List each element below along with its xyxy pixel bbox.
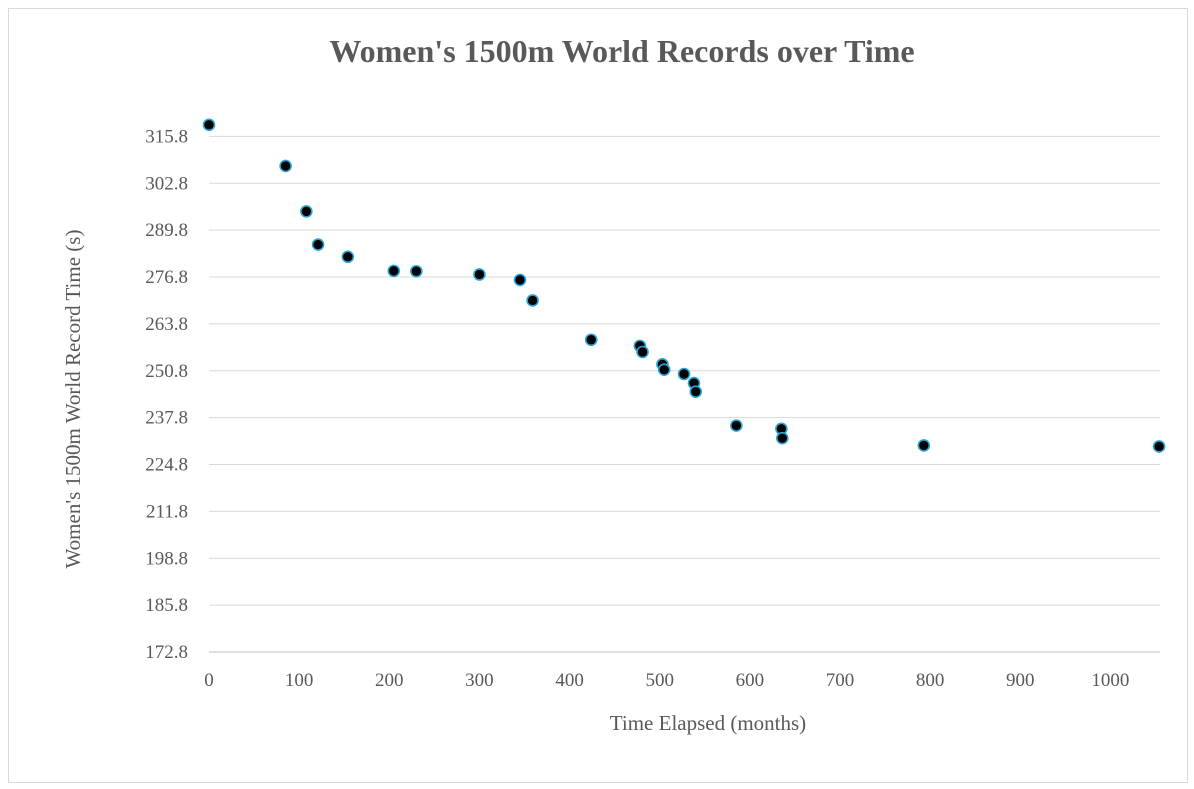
y-tick-label: 172.8 [145,642,188,663]
x-axis-label: Time Elapsed (months) [610,711,806,735]
chart-title: Women's 1500m World Records over Time [329,33,914,69]
data-point [917,439,931,452]
data-point [584,333,598,347]
data-point [657,363,671,376]
x-tick-labels: 0 100 200 300 400 500 600 700 800 900 1000 [204,670,1129,691]
y-tick-label: 302.8 [145,173,188,194]
data-point [730,419,743,432]
x-tick-label: 100 [285,670,314,691]
y-tick-label: 263.8 [145,314,188,335]
y-tick-labels: 172.8 185.8 198.8 211.8 224.8 237.8 250.8 263.8… [145,126,188,663]
x-tick-label: 700 [826,670,855,691]
y-tick-label: 276.8 [145,267,188,288]
data-point [202,118,216,132]
y-tick-label: 250.8 [145,361,188,382]
x-tick-label: 600 [736,670,765,691]
y-tick-label: 315.8 [145,126,188,147]
data-point [473,268,486,281]
data-point [689,385,703,398]
data-point [410,264,423,278]
y-tick-label: 237.8 [145,408,188,429]
y-axis-label: Women's 1500m World Record Time (s) [61,230,85,569]
data-point [311,238,325,251]
gridlines [209,135,1160,653]
data-point [776,431,789,445]
data-points [202,118,1166,453]
y-tick-label: 289.8 [145,220,188,241]
data-point [526,294,539,307]
data-point [636,345,649,359]
data-point [279,159,292,173]
data-point [513,273,527,287]
x-tick-label: 1000 [1091,670,1129,691]
data-point [677,367,691,381]
data-point [300,205,313,218]
chart-frame [8,8,1188,783]
data-point [387,264,401,278]
x-tick-label: 500 [645,670,674,691]
y-tick-label: 185.8 [145,595,188,616]
x-tick-label: 0 [204,670,214,691]
x-tick-label: 200 [375,670,404,691]
y-tick-label: 198.8 [145,548,188,569]
data-point [341,250,355,264]
x-tick-label: 400 [555,670,584,691]
x-tick-label: 300 [465,670,494,691]
x-tick-label: 900 [1006,670,1035,691]
data-point [1152,440,1166,453]
y-tick-label: 224.8 [145,455,188,476]
y-tick-label: 211.8 [146,501,188,522]
x-tick-label: 800 [916,670,945,691]
